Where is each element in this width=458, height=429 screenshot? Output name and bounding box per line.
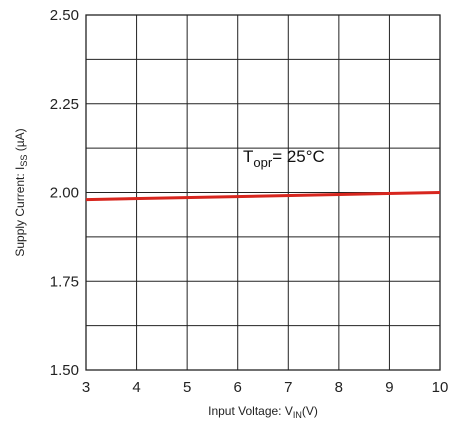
y-tick-label: 1.75	[50, 273, 79, 290]
y-tick-label: 2.00	[50, 185, 79, 202]
x-axis-title-subscript: IN	[293, 410, 302, 420]
annotation-value: = 25°C	[272, 147, 325, 166]
x-axis-title: Input Voltage: VIN(V)	[208, 404, 318, 420]
annotation-subscript: opr	[253, 155, 272, 170]
x-tick-label: 10	[432, 379, 449, 396]
annotation-symbol: T	[243, 147, 253, 166]
x-tick-label: 6	[234, 379, 242, 396]
x-tick-label: 8	[335, 379, 343, 396]
y-axis-title: Supply Current: ISS (µA)	[13, 128, 29, 256]
x-tick-label: 9	[385, 379, 393, 396]
supply-current-line	[85, 191, 441, 202]
series-layer	[85, 191, 441, 202]
y-tick-labels: 1.50 1.75 2.00 2.25 2.50	[50, 7, 79, 379]
x-tick-label: 5	[183, 379, 191, 396]
temperature-annotation: Topr= 25°C	[243, 147, 325, 170]
x-axis-title-text: Input Voltage: V	[208, 404, 293, 418]
y-axis-title-text: Supply Current: I	[13, 167, 27, 257]
y-tick-label: 2.50	[50, 7, 79, 24]
x-tick-labels: 3 4 5 6 7 8 9 10	[82, 379, 449, 396]
x-tick-label: 7	[284, 379, 292, 396]
x-tick-label: 3	[82, 379, 90, 396]
x-tick-label: 4	[132, 379, 140, 396]
x-axis-title-unit: (V)	[302, 404, 318, 418]
y-axis-title-unit: (µA)	[13, 128, 27, 154]
y-tick-label: 1.50	[50, 362, 79, 379]
y-tick-label: 2.25	[50, 96, 79, 113]
y-axis-title-subscript: SS	[19, 155, 29, 167]
